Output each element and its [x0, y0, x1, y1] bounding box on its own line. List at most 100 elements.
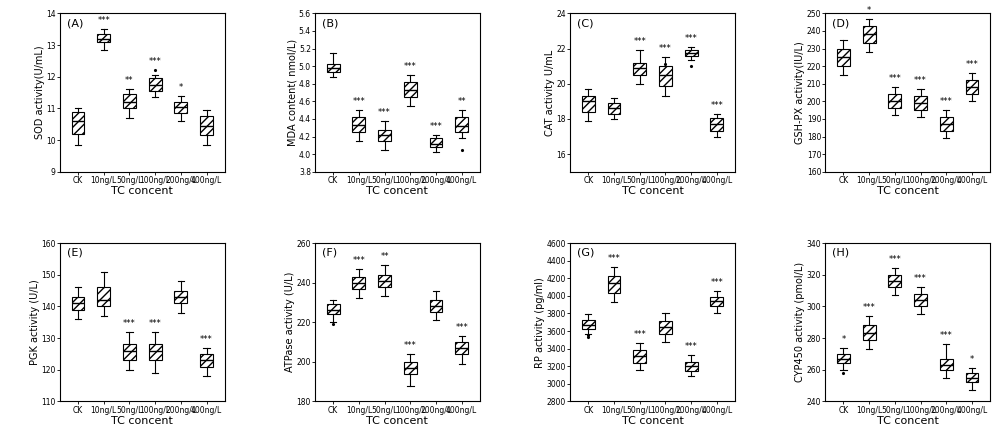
- PathPatch shape: [430, 301, 442, 312]
- PathPatch shape: [582, 321, 595, 329]
- Y-axis label: ATPase activity (U/L): ATPase activity (U/L): [285, 272, 295, 372]
- Text: (F): (F): [322, 248, 337, 258]
- PathPatch shape: [659, 66, 672, 86]
- Y-axis label: SOD activity(U/mL): SOD activity(U/mL): [35, 46, 45, 140]
- PathPatch shape: [327, 64, 340, 72]
- Text: ***: ***: [940, 331, 953, 340]
- Y-axis label: CYP450 activity (pmol/L): CYP450 activity (pmol/L): [795, 262, 805, 382]
- PathPatch shape: [888, 275, 901, 287]
- PathPatch shape: [149, 78, 162, 91]
- Text: (G): (G): [577, 248, 594, 258]
- PathPatch shape: [633, 62, 646, 75]
- Text: **: **: [125, 76, 134, 86]
- Text: *: *: [841, 334, 846, 343]
- Text: *: *: [867, 6, 871, 15]
- PathPatch shape: [685, 362, 698, 371]
- Text: ***: ***: [710, 277, 723, 287]
- PathPatch shape: [200, 354, 213, 367]
- Text: (B): (B): [322, 18, 338, 28]
- PathPatch shape: [149, 344, 162, 360]
- Y-axis label: MDA content( nmol/L): MDA content( nmol/L): [287, 39, 297, 146]
- PathPatch shape: [430, 138, 442, 147]
- Text: ***: ***: [404, 62, 417, 71]
- Text: *: *: [970, 355, 974, 364]
- PathPatch shape: [455, 117, 468, 132]
- PathPatch shape: [72, 112, 84, 134]
- PathPatch shape: [97, 287, 110, 306]
- PathPatch shape: [940, 359, 953, 370]
- Text: ***: ***: [608, 254, 620, 263]
- PathPatch shape: [608, 103, 620, 114]
- Text: ***: ***: [97, 16, 110, 25]
- PathPatch shape: [966, 80, 978, 94]
- PathPatch shape: [378, 275, 391, 287]
- PathPatch shape: [940, 117, 953, 131]
- Text: ***: ***: [888, 256, 901, 264]
- X-axis label: TC concent: TC concent: [111, 416, 173, 426]
- Text: ***: ***: [914, 76, 927, 85]
- PathPatch shape: [404, 82, 417, 97]
- Text: **: **: [457, 97, 466, 106]
- X-axis label: TC concent: TC concent: [366, 416, 428, 426]
- X-axis label: TC concent: TC concent: [111, 186, 173, 196]
- PathPatch shape: [123, 94, 136, 108]
- Text: ***: ***: [123, 319, 136, 328]
- Text: ***: ***: [685, 34, 698, 43]
- PathPatch shape: [582, 96, 595, 112]
- Text: ***: ***: [863, 303, 875, 312]
- Text: ***: ***: [455, 323, 468, 332]
- X-axis label: TC concent: TC concent: [877, 416, 939, 426]
- PathPatch shape: [608, 277, 620, 293]
- Text: (E): (E): [67, 248, 82, 258]
- Text: ***: ***: [149, 319, 162, 328]
- Text: ***: ***: [149, 58, 162, 66]
- Text: *: *: [179, 83, 183, 92]
- PathPatch shape: [659, 321, 672, 334]
- PathPatch shape: [404, 362, 417, 374]
- PathPatch shape: [966, 373, 978, 382]
- X-axis label: TC concent: TC concent: [366, 186, 428, 196]
- PathPatch shape: [685, 50, 698, 57]
- Y-axis label: GSH-PX activity(IU/L): GSH-PX activity(IU/L): [795, 41, 805, 144]
- PathPatch shape: [174, 290, 187, 303]
- PathPatch shape: [352, 277, 365, 289]
- Text: ***: ***: [378, 108, 391, 117]
- Text: ***: ***: [633, 330, 646, 339]
- PathPatch shape: [863, 326, 876, 340]
- PathPatch shape: [352, 117, 365, 132]
- Text: ***: ***: [888, 74, 901, 83]
- PathPatch shape: [710, 297, 723, 306]
- X-axis label: TC concent: TC concent: [877, 186, 939, 196]
- Text: (D): (D): [832, 18, 849, 28]
- PathPatch shape: [914, 294, 927, 306]
- Text: ***: ***: [404, 341, 417, 350]
- PathPatch shape: [123, 344, 136, 360]
- PathPatch shape: [455, 342, 468, 354]
- PathPatch shape: [72, 297, 84, 310]
- Text: ***: ***: [685, 342, 698, 351]
- X-axis label: TC concent: TC concent: [622, 416, 684, 426]
- Text: ***: ***: [430, 122, 442, 131]
- Text: ***: ***: [352, 256, 365, 265]
- PathPatch shape: [633, 351, 646, 363]
- PathPatch shape: [97, 34, 110, 42]
- PathPatch shape: [200, 116, 213, 135]
- Text: ***: ***: [710, 101, 723, 110]
- Y-axis label: RP activity (pg/ml): RP activity (pg/ml): [535, 277, 545, 368]
- PathPatch shape: [710, 118, 723, 131]
- PathPatch shape: [174, 102, 187, 113]
- PathPatch shape: [888, 94, 901, 108]
- PathPatch shape: [914, 96, 927, 110]
- Text: ***: ***: [914, 274, 927, 283]
- X-axis label: TC concent: TC concent: [622, 186, 684, 196]
- Y-axis label: PGK activity (U/L): PGK activity (U/L): [30, 279, 40, 365]
- Text: ***: ***: [200, 334, 213, 343]
- Text: (H): (H): [832, 248, 849, 258]
- Text: ***: ***: [940, 97, 953, 106]
- Text: ***: ***: [633, 37, 646, 46]
- Text: **: **: [380, 252, 389, 261]
- PathPatch shape: [863, 26, 876, 43]
- PathPatch shape: [837, 354, 850, 363]
- Text: ***: ***: [352, 97, 365, 106]
- Text: (C): (C): [577, 18, 593, 28]
